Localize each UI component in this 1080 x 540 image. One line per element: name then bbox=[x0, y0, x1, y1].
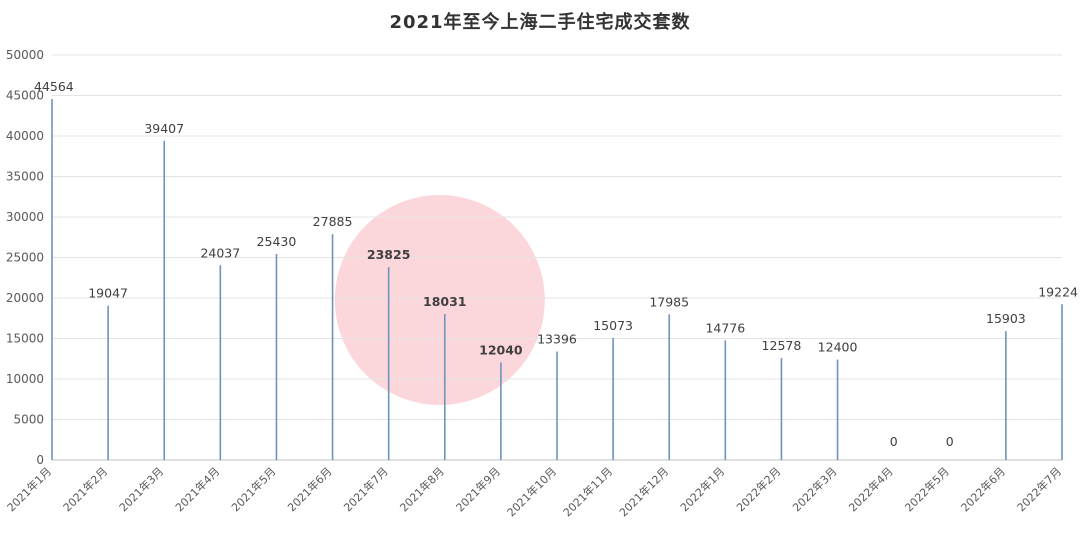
y-tick-label: 25000 bbox=[6, 251, 44, 265]
x-tick-label: 2022年4月 bbox=[846, 464, 896, 514]
data-label: 44564 bbox=[34, 79, 74, 94]
y-tick-label: 35000 bbox=[6, 170, 44, 184]
x-tick-label: 2022年6月 bbox=[958, 464, 1008, 514]
y-tick-label: 5000 bbox=[13, 413, 44, 427]
x-tick-label: 2021年9月 bbox=[453, 464, 503, 514]
data-label: 12400 bbox=[818, 340, 858, 355]
x-tick-label: 2022年1月 bbox=[677, 464, 727, 514]
x-tick-label: 2022年7月 bbox=[1014, 464, 1064, 514]
x-tick-label: 2022年3月 bbox=[789, 464, 839, 514]
data-label: 12578 bbox=[762, 338, 802, 353]
data-label: 23825 bbox=[367, 247, 411, 262]
y-tick-label: 20000 bbox=[6, 291, 44, 305]
data-label: 15903 bbox=[986, 311, 1026, 326]
highlight-circle bbox=[334, 195, 545, 405]
data-label: 18031 bbox=[423, 294, 467, 309]
data-label: 15073 bbox=[593, 318, 633, 333]
x-tick-label: 2021年6月 bbox=[284, 464, 334, 514]
data-label: 12040 bbox=[479, 342, 523, 357]
x-tick-label: 2022年5月 bbox=[902, 464, 952, 514]
data-label: 39407 bbox=[144, 121, 184, 136]
data-label: 24037 bbox=[200, 245, 240, 260]
y-tick-label: 15000 bbox=[6, 332, 44, 346]
data-label: 0 bbox=[946, 434, 954, 449]
x-tick-label: 2021年4月 bbox=[172, 464, 222, 514]
data-label: 19047 bbox=[88, 286, 128, 301]
y-tick-label: 45000 bbox=[6, 89, 44, 103]
x-tick-label: 2021年7月 bbox=[341, 464, 391, 514]
y-tick-label: 30000 bbox=[6, 210, 44, 224]
data-label: 14776 bbox=[705, 320, 745, 335]
y-tick-label: 50000 bbox=[6, 48, 44, 62]
data-label: 0 bbox=[890, 434, 898, 449]
x-tick-label: 2021年10月 bbox=[504, 464, 559, 519]
x-tick-label: 2021年1月 bbox=[4, 464, 54, 514]
y-tick-label: 0 bbox=[36, 453, 44, 467]
x-tick-label: 2022年2月 bbox=[733, 464, 783, 514]
data-label: 25430 bbox=[257, 234, 297, 249]
x-tick-label: 2021年11月 bbox=[560, 464, 615, 519]
x-tick-label: 2021年3月 bbox=[116, 464, 166, 514]
data-label: 17985 bbox=[649, 294, 689, 309]
data-label: 13396 bbox=[537, 331, 577, 346]
data-label: 19224 bbox=[1038, 284, 1078, 299]
x-tick-label: 2021年2月 bbox=[60, 464, 110, 514]
y-tick-label: 10000 bbox=[6, 372, 44, 386]
data-label: 27885 bbox=[313, 214, 353, 229]
chart-title: 2021年至今上海二手住宅成交套数 bbox=[389, 12, 691, 33]
x-tick-label: 2021年12月 bbox=[616, 464, 671, 519]
x-tick-label: 2021年8月 bbox=[397, 464, 447, 514]
y-tick-label: 40000 bbox=[6, 129, 44, 143]
x-tick-label: 2021年5月 bbox=[228, 464, 278, 514]
